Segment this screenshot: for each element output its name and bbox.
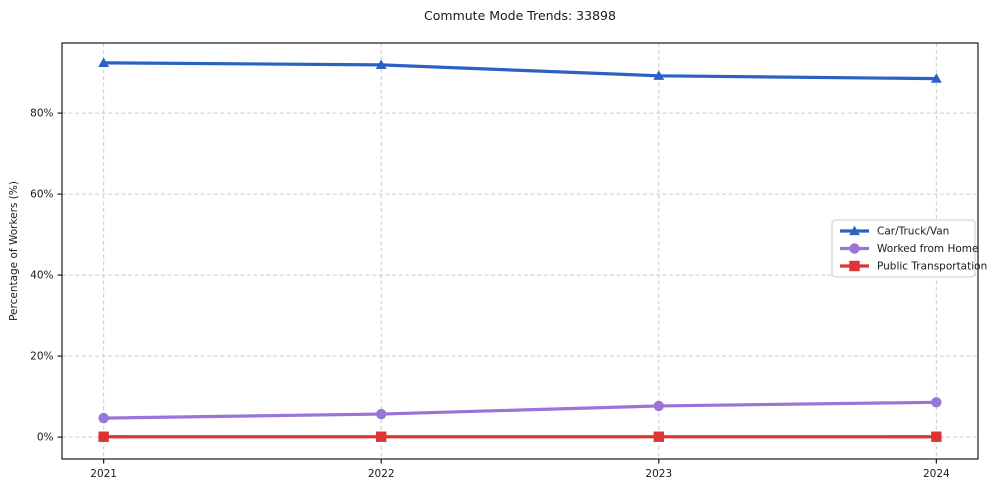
- data-point-car-truck-van: [98, 57, 110, 67]
- x-tick-label: 2023: [645, 468, 672, 480]
- legend-marker-circle: [849, 243, 860, 254]
- legend-label: Public Transportation: [877, 261, 987, 273]
- legend-marker-triangle: [849, 225, 860, 236]
- data-point-worked-from-home: [98, 412, 109, 424]
- legend-item-worked-from-home: Worked from Home: [840, 243, 978, 255]
- series-public-transportation: [98, 431, 942, 442]
- series-worked-from-home: [98, 397, 942, 424]
- legend-item-car-truck-van: Car/Truck/Van: [840, 225, 949, 238]
- legend-item-public-transportation: Public Transportation: [840, 261, 987, 273]
- data-point-public-transportation: [98, 431, 109, 442]
- series-line-car-truck-van: [102, 61, 938, 81]
- data-point-car-truck-van: [375, 59, 387, 69]
- y-tick-label: 40%: [30, 270, 53, 282]
- data-point-public-transportation: [376, 431, 387, 442]
- data-point-car-truck-van: [930, 73, 942, 83]
- series-line-worked-from-home: [102, 400, 938, 420]
- x-tick-label: 2024: [923, 468, 950, 480]
- series-car-truck-van: [98, 57, 942, 83]
- legend: Car/Truck/Van Worked from Home Public Tran…: [831, 219, 987, 278]
- x-tick-label: 2022: [368, 468, 395, 480]
- y-tick-label: 80%: [30, 108, 53, 120]
- data-point-car-truck-van: [653, 70, 665, 80]
- chart-title: Commute Mode Trends: 33898: [424, 8, 616, 23]
- x-tick-label: 2021: [90, 468, 117, 480]
- axis-ticks: 0% 20% 40% 60% 80% 2021 2022 2023 2024: [30, 108, 950, 480]
- y-tick-label: 0%: [37, 432, 54, 444]
- legend-label: Car/Truck/Van: [877, 226, 949, 238]
- data-point-worked-from-home: [931, 397, 942, 408]
- data-point-public-transportation: [931, 431, 942, 442]
- legend-label: Worked from Home: [877, 243, 978, 255]
- legend-marker-square: [849, 260, 860, 272]
- data-point-worked-from-home: [376, 408, 387, 420]
- y-tick-label: 60%: [30, 189, 53, 201]
- data-point-worked-from-home: [653, 400, 664, 412]
- plot-border: [61, 42, 979, 460]
- legend-box: [831, 219, 976, 278]
- data-point-public-transportation: [653, 431, 664, 442]
- y-tick-label: 20%: [30, 351, 53, 363]
